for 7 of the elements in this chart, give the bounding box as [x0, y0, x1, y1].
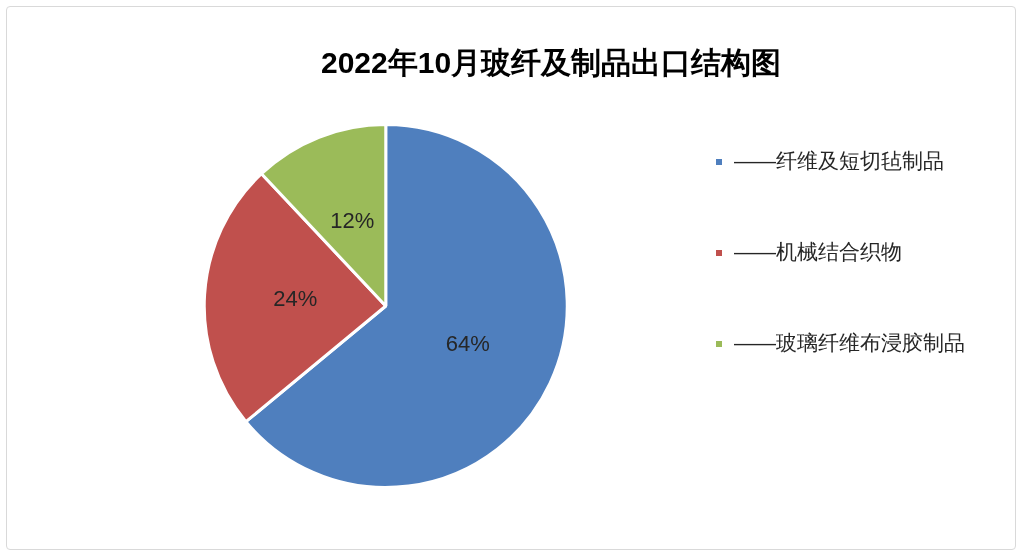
legend-label: ——纤维及短切毡制品 [734, 148, 944, 172]
chart-title: 2022年10月玻纤及制品出口结构图 [320, 46, 782, 80]
data-label: 24% [273, 286, 318, 312]
data-label: 12% [330, 207, 375, 233]
legend-label: ——机械结合织物 [734, 239, 902, 263]
data-label: 64% [445, 330, 490, 356]
legend-label: ——玻璃纤维布浸胶制品 [734, 330, 965, 354]
